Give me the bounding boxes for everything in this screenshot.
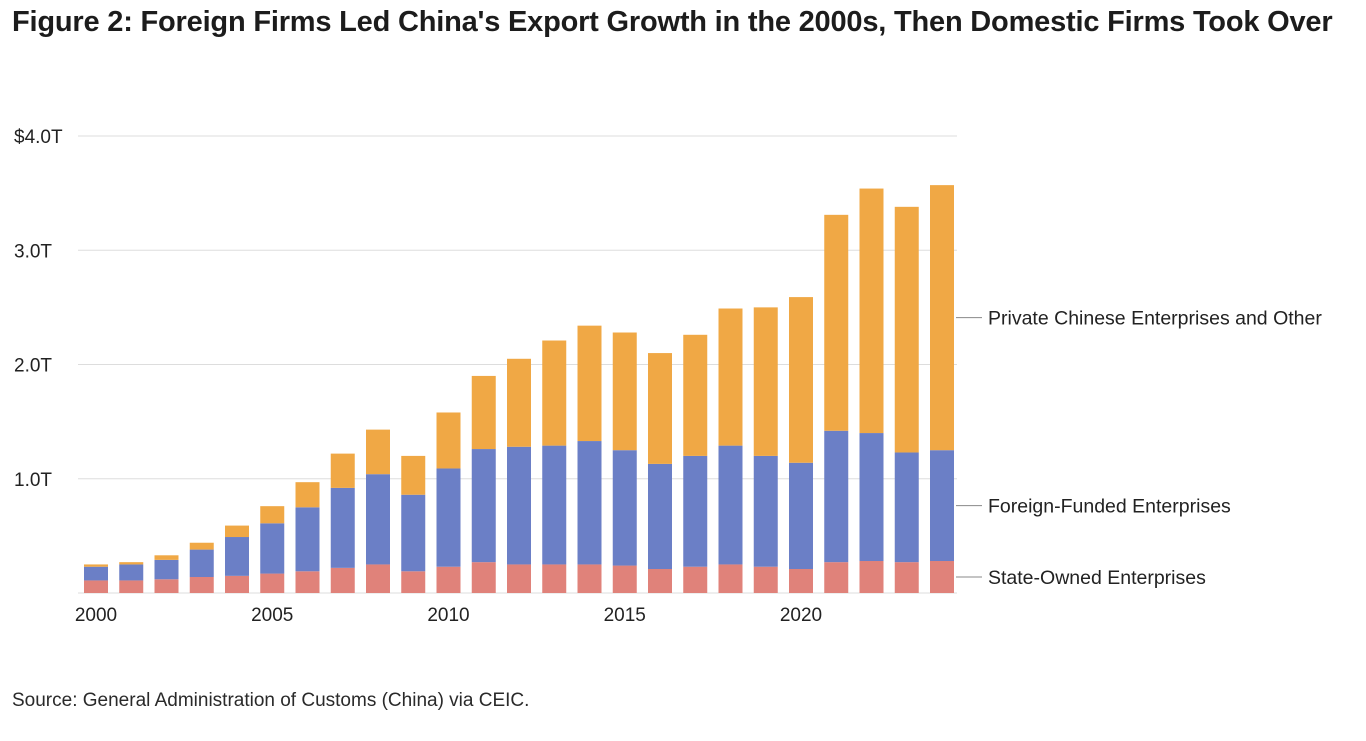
bar-foreign_funded-2010 [436,468,461,567]
series-label-private_other: Private Chinese Enterprises and Other [988,308,1322,330]
bar-state_owned-2013 [542,564,567,593]
bar-foreign_funded-2004 [225,537,249,576]
bar-state_owned-2019 [753,566,778,593]
bar-foreign_funded-2006 [295,507,320,572]
bar-state_owned-2002 [154,579,179,593]
bar-private_other-2016 [648,353,672,464]
bar-state_owned-2016 [648,569,672,593]
bar-private_other-2006 [295,482,320,508]
bar-state_owned-2005 [260,573,285,593]
bar-foreign_funded-2016 [648,463,672,570]
bar-private_other-2004 [225,525,249,538]
bar-state_owned-2006 [295,571,320,593]
x-tick-label: 2015 [604,605,646,626]
bar-foreign_funded-2007 [330,487,355,568]
series-labels: State-Owned Enterprises Foreign-Funded En… [956,308,1322,589]
bar-private_other-2002 [154,555,179,560]
bar-foreign_funded-2005 [260,523,285,574]
chart-title-text: Foreign Firms Led China's Export Growth … [140,6,1333,38]
bar-foreign_funded-2009 [401,494,426,572]
bar-foreign_funded-2011 [471,449,496,563]
bar-private_other-2020 [789,297,813,463]
bar-state_owned-2011 [471,562,496,593]
y-tick-label: $4.0T [14,127,63,148]
bar-foreign_funded-2015 [612,450,637,566]
bar-foreign_funded-2019 [753,455,778,567]
bar-state_owned-2010 [436,566,461,593]
bar-foreign_funded-2003 [189,549,214,578]
bar-private_other-2011 [471,375,496,450]
x-tick-label: 2020 [780,605,822,626]
bar-foreign_funded-2014 [577,441,602,565]
bar-private_other-2024 [930,185,954,451]
bar-state_owned-2000 [84,580,108,593]
bar-state_owned-2003 [189,577,214,593]
bar-foreign_funded-2002 [154,559,179,580]
bar-foreign_funded-2017 [683,455,708,567]
bar-foreign_funded-2001 [119,564,144,581]
bar-private_other-2022 [859,188,884,434]
bar-state_owned-2023 [894,562,919,593]
bar-private_other-2003 [189,542,214,550]
bar-private_other-2023 [894,206,919,453]
bar-foreign_funded-2024 [930,450,954,562]
bar-state_owned-2015 [612,565,637,593]
bar-state_owned-2014 [577,564,602,593]
bar-state_owned-2009 [401,571,426,593]
bar-state_owned-2024 [930,561,954,593]
bar-foreign_funded-2013 [542,445,567,565]
x-tick-label: 2005 [251,605,293,626]
bar-stacks [84,185,954,593]
bar-foreign_funded-2020 [789,462,813,570]
bar-private_other-2000 [84,564,108,567]
chart-title: Figure 2: Foreign Firms Led China's Expo… [12,4,1352,40]
bar-state_owned-2022 [859,561,884,593]
bar-foreign_funded-2012 [507,446,531,565]
bar-private_other-2008 [366,429,390,475]
series-label-state_owned: State-Owned Enterprises [988,567,1206,589]
bar-private_other-2005 [260,506,285,524]
y-tick-label: 3.0T [14,241,52,262]
bar-private_other-2019 [753,307,778,456]
bar-private_other-2012 [507,358,531,447]
bar-state_owned-2018 [718,564,743,593]
stacked-bar-chart: $4.0T 3.0T 2.0T 1.0T 2000 2005 2010 2015 2020 S… [14,127,1322,626]
series-label-foreign_funded: Foreign-Funded Enterprises [988,496,1231,518]
bar-private_other-2001 [119,562,144,565]
y-tick-label: 1.0T [14,470,52,491]
bar-private_other-2009 [401,455,426,495]
bar-foreign_funded-2023 [894,452,919,563]
bar-foreign_funded-2018 [718,445,743,565]
bar-foreign_funded-2000 [84,566,108,581]
bar-state_owned-2020 [789,569,813,593]
bar-private_other-2015 [612,332,637,451]
bar-foreign_funded-2021 [824,430,849,563]
bar-private_other-2013 [542,340,567,446]
x-tick-label: 2010 [427,605,469,626]
bar-private_other-2021 [824,214,849,431]
figure-number: Figure 2: [12,6,133,38]
bar-state_owned-2008 [366,564,390,593]
x-tick-label: 2000 [75,605,117,626]
bar-private_other-2017 [683,334,708,456]
source-note: Source: General Administration of Custom… [12,690,530,711]
bar-state_owned-2012 [507,564,531,593]
bar-private_other-2007 [330,453,355,488]
bar-foreign_funded-2022 [859,433,884,562]
x-axis-tick-labels: 2000 2005 2010 2015 2020 [75,605,822,626]
bar-private_other-2014 [577,325,602,442]
bar-private_other-2010 [436,412,461,469]
bar-state_owned-2021 [824,562,849,593]
bar-state_owned-2017 [683,566,708,593]
bar-state_owned-2007 [330,567,355,593]
bar-state_owned-2004 [225,575,249,593]
y-tick-label: 2.0T [14,356,52,377]
y-axis-tick-labels: $4.0T 3.0T 2.0T 1.0T [14,127,63,491]
bar-foreign_funded-2008 [366,474,390,565]
bar-private_other-2018 [718,308,743,446]
bar-state_owned-2001 [119,580,144,593]
